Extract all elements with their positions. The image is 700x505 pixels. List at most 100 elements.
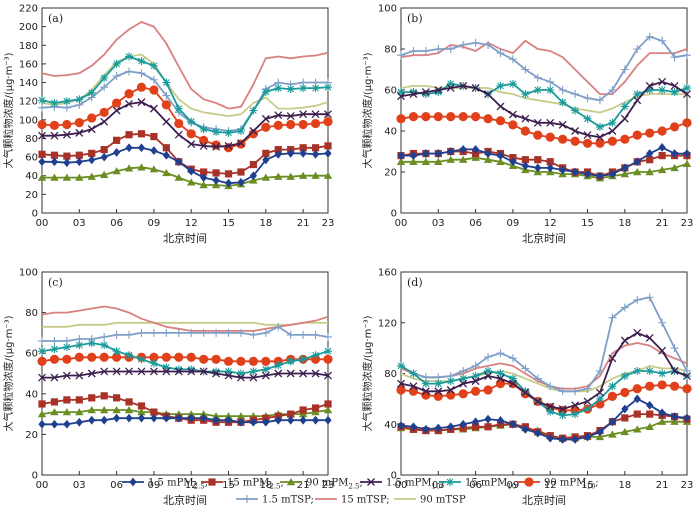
data-point (149, 165, 159, 173)
data-point (633, 45, 642, 53)
data-point (670, 412, 679, 422)
data-point (658, 369, 667, 378)
series-s8 (41, 21, 329, 110)
data-point (521, 90, 530, 99)
data-point (324, 371, 332, 380)
data-point (595, 122, 604, 131)
legend-marker (524, 477, 534, 487)
legend-item-s5: 15 mPM10; (439, 478, 520, 491)
x-tick-label: 09 (507, 218, 520, 229)
data-point (446, 112, 456, 122)
data-point (324, 400, 332, 408)
data-point (421, 157, 431, 165)
data-point (571, 127, 580, 135)
data-point (62, 173, 72, 181)
x-tick-label: 06 (110, 218, 123, 229)
y-tick-label: 40 (384, 127, 397, 138)
data-point (645, 422, 654, 430)
data-point (683, 149, 691, 158)
data-point (409, 369, 418, 378)
data-point (149, 352, 159, 362)
data-point (571, 387, 580, 396)
data-point (87, 406, 96, 414)
series-line (400, 39, 688, 95)
data-point (323, 117, 333, 127)
data-point (508, 379, 517, 388)
data-point (62, 119, 72, 130)
data-point (621, 404, 629, 414)
data-point (633, 295, 642, 304)
data-point (38, 419, 46, 429)
series-s2 (397, 410, 691, 442)
y-tick-label: 20 (25, 430, 38, 441)
series-line (400, 413, 688, 440)
data-point (212, 328, 221, 337)
data-point (274, 322, 283, 331)
data-point (38, 96, 46, 105)
data-point (287, 415, 295, 425)
data-point (484, 414, 492, 424)
data-point (546, 382, 555, 391)
series-s4 (397, 77, 691, 142)
x-tick-label: 18 (259, 480, 272, 491)
data-point (658, 408, 666, 418)
plot-frame (400, 7, 688, 214)
x-tick-label: 09 (507, 480, 520, 491)
legend: 1.5 mPM2.5; 15 mPM2.5; 90 mPM2.5; 1.5 mPM10… (122, 477, 599, 505)
data-point (484, 149, 492, 158)
x-axis-label: 北京时间 (522, 493, 566, 505)
data-point (596, 427, 604, 437)
data-point (75, 408, 84, 416)
data-point (496, 416, 505, 425)
data-point (546, 163, 554, 173)
data-point (496, 349, 505, 358)
data-point (520, 126, 530, 136)
data-point (50, 173, 59, 181)
data-point (582, 138, 593, 148)
data-point (658, 36, 667, 45)
data-point (287, 410, 295, 418)
data-point (261, 87, 270, 96)
y-tick-label: 60 (384, 86, 397, 97)
data-point (75, 95, 84, 104)
data-point (274, 361, 283, 370)
data-point (187, 328, 196, 337)
x-tick-label: 09 (148, 218, 161, 229)
data-point (38, 103, 46, 112)
series-s9 (42, 321, 328, 328)
data-point (608, 127, 617, 135)
data-point (150, 146, 158, 155)
series-line (41, 305, 329, 332)
data-point (620, 134, 630, 144)
data-point (262, 155, 270, 165)
data-point (471, 153, 480, 161)
data-point (571, 410, 580, 419)
data-point (421, 112, 431, 122)
y-tick-label: 20 (384, 168, 397, 179)
panel-a: 0 20 40 60 80 100 120 140 160 180 200 220 00 03 06 09 12… (2, 4, 334, 246)
data-point (422, 149, 430, 158)
data-point (112, 106, 121, 115)
data-point (299, 110, 308, 119)
data-point (459, 81, 468, 90)
data-point (125, 131, 133, 139)
data-point (38, 157, 46, 167)
data-point (223, 356, 234, 366)
y-tick-label: 20 (25, 190, 38, 201)
data-point (75, 417, 83, 427)
series-s8 (41, 305, 329, 332)
data-point (447, 147, 455, 156)
x-tick-label: 06 (469, 480, 482, 491)
data-point (608, 354, 617, 363)
series-s1 (38, 413, 332, 429)
data-point (509, 419, 517, 429)
data-point (409, 88, 418, 97)
data-point (262, 417, 270, 427)
data-point (595, 133, 604, 142)
data-point (100, 415, 108, 425)
y-tick-label: 40 (384, 420, 397, 431)
x-tick-label: 00 (36, 218, 49, 229)
data-point (620, 303, 629, 312)
data-point (608, 430, 617, 438)
data-point (471, 372, 480, 381)
